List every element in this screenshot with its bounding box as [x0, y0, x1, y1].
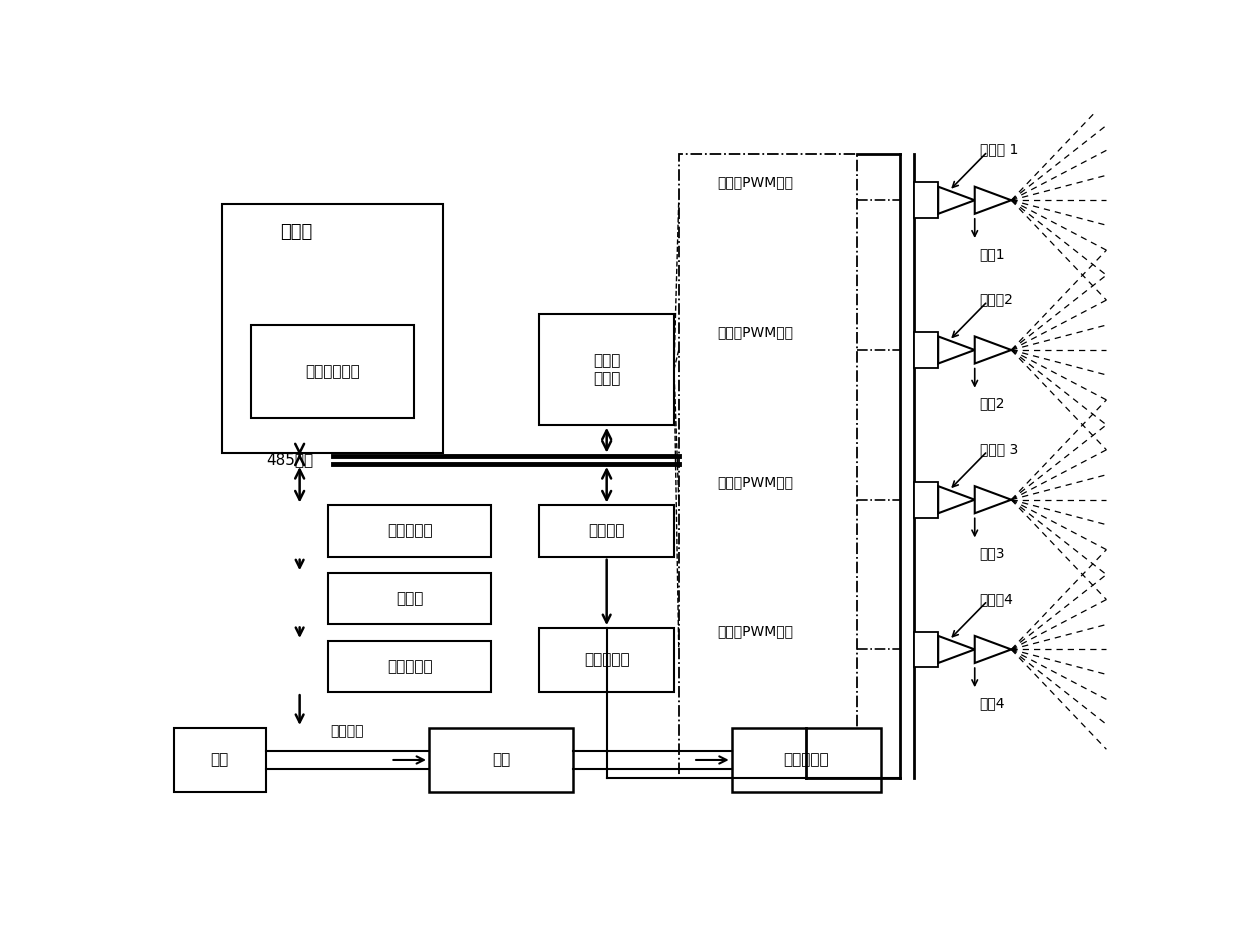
Text: 485总线: 485总线	[267, 452, 314, 468]
Bar	[429, 728, 573, 792]
Text: 第四路PWM信号: 第四路PWM信号	[718, 625, 794, 639]
Bar	[327, 641, 491, 693]
Text: 电磁阀2: 电磁阀2	[980, 293, 1013, 307]
Text: 变频器: 变频器	[396, 592, 423, 607]
Bar	[914, 182, 939, 218]
Text: 调理电路: 调理电路	[589, 523, 625, 539]
Text: 喷头3: 喷头3	[980, 546, 1006, 560]
Text: 调速控制器: 调速控制器	[387, 523, 433, 539]
Text: 上位机: 上位机	[280, 223, 312, 242]
Text: 第二路PWM信号: 第二路PWM信号	[718, 325, 794, 339]
Text: 喷头2: 喷头2	[980, 396, 1006, 410]
Text: 压力传感器: 压力传感器	[584, 653, 630, 668]
Text: 药箱: 药箱	[211, 753, 229, 768]
Bar	[174, 728, 265, 792]
Bar	[539, 506, 675, 557]
Text: 第三路PWM信号: 第三路PWM信号	[718, 475, 794, 489]
Bar	[914, 632, 939, 668]
Bar	[327, 573, 491, 624]
Text: 变频电动机: 变频电动机	[387, 659, 433, 674]
Bar	[250, 325, 414, 418]
Bar	[732, 728, 880, 792]
Bar	[539, 628, 675, 693]
Text: 水泵: 水泵	[492, 753, 510, 768]
Text: 进液管道: 进液管道	[330, 724, 365, 738]
Text: 电磁阀4: 电磁阀4	[980, 592, 1013, 606]
Text: 电磁阀
控制器: 电磁阀 控制器	[593, 354, 620, 386]
Text: 喷头1: 喷头1	[980, 246, 1006, 261]
Bar	[539, 314, 675, 425]
Text: 喷头4: 喷头4	[980, 696, 1006, 710]
Bar	[222, 204, 444, 454]
Text: 流量传感器: 流量传感器	[784, 753, 828, 768]
Text: 第一路PWM信号: 第一路PWM信号	[718, 175, 794, 190]
Bar	[914, 332, 939, 368]
Text: 恒压控制算法: 恒压控制算法	[305, 364, 360, 379]
Text: 电磁阀 3: 电磁阀 3	[980, 442, 1018, 457]
Text: 电磁阀 1: 电磁阀 1	[980, 143, 1018, 156]
Bar	[914, 482, 939, 518]
Bar	[678, 154, 857, 778]
Bar	[327, 506, 491, 557]
